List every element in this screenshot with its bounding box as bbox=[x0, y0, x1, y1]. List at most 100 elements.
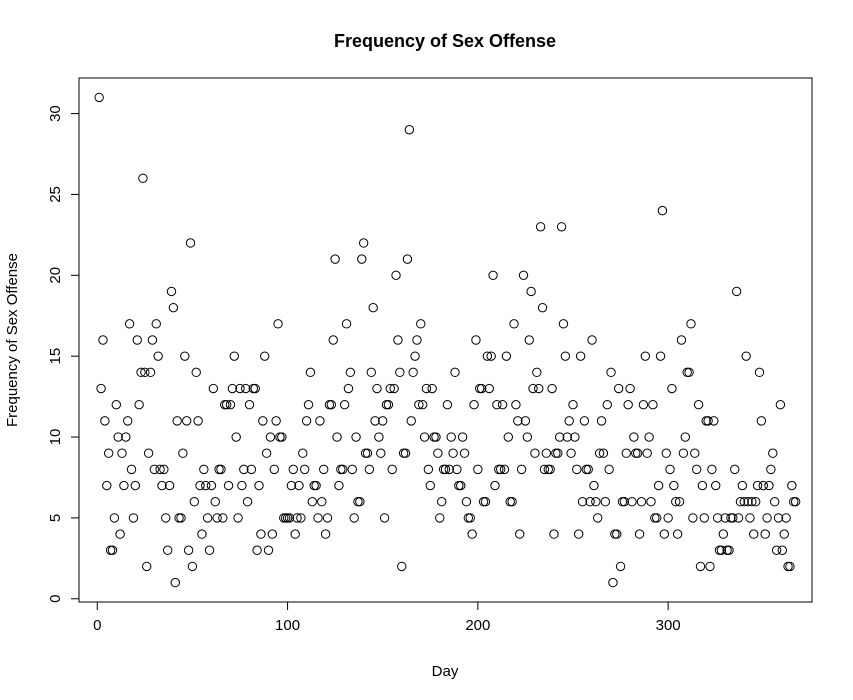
data-point bbox=[541, 448, 552, 458]
data-point bbox=[275, 432, 285, 442]
data-point bbox=[758, 480, 768, 491]
data-point bbox=[277, 432, 287, 442]
data-point bbox=[214, 464, 224, 475]
data-point bbox=[787, 480, 797, 491]
data-point bbox=[545, 464, 555, 475]
data-point bbox=[296, 513, 306, 523]
data-point bbox=[328, 335, 338, 345]
data-point bbox=[556, 222, 567, 232]
data-point bbox=[174, 513, 184, 523]
data-point bbox=[322, 513, 333, 523]
data-point bbox=[252, 545, 262, 555]
data-point bbox=[412, 335, 422, 345]
data-point bbox=[551, 448, 561, 458]
data-point bbox=[368, 302, 378, 313]
data-point bbox=[429, 432, 439, 442]
data-point bbox=[406, 416, 416, 426]
data-point bbox=[265, 432, 276, 442]
data-point bbox=[560, 351, 571, 361]
data-point bbox=[789, 497, 799, 507]
data-point bbox=[435, 513, 445, 523]
data-point bbox=[387, 464, 397, 475]
data-point bbox=[271, 416, 281, 426]
data-point bbox=[313, 513, 323, 523]
data-point bbox=[155, 464, 165, 475]
data-point bbox=[389, 383, 399, 394]
data-point bbox=[244, 399, 255, 410]
data-point bbox=[128, 513, 139, 523]
data-point bbox=[663, 513, 673, 523]
y-axis: 0 5 10 15 20 25 30 bbox=[47, 105, 80, 603]
data-point bbox=[111, 399, 121, 410]
data-point bbox=[431, 432, 441, 442]
data-point bbox=[777, 545, 788, 555]
data-point bbox=[488, 270, 498, 281]
data-point bbox=[638, 399, 649, 410]
data-point bbox=[615, 561, 626, 572]
data-point bbox=[267, 529, 278, 539]
data-point bbox=[408, 367, 418, 378]
data-point bbox=[208, 383, 219, 394]
data-point bbox=[749, 529, 759, 539]
data-point bbox=[332, 432, 342, 442]
data-point bbox=[446, 432, 456, 442]
data-point bbox=[187, 561, 198, 572]
data-point bbox=[770, 497, 780, 507]
data-point bbox=[503, 432, 513, 442]
data-point bbox=[731, 286, 742, 297]
data-point bbox=[400, 448, 411, 458]
data-point bbox=[161, 513, 171, 523]
data-point bbox=[414, 399, 424, 410]
data-point bbox=[199, 464, 209, 475]
data-point bbox=[743, 497, 753, 507]
data-point bbox=[728, 513, 738, 523]
data-point bbox=[204, 545, 215, 555]
data-point bbox=[419, 432, 430, 442]
data-point bbox=[341, 319, 352, 329]
data-point bbox=[402, 254, 413, 264]
data-point bbox=[303, 399, 314, 410]
data-point bbox=[558, 319, 569, 329]
data-point bbox=[625, 383, 635, 394]
data-point bbox=[461, 497, 472, 507]
data-point bbox=[132, 335, 142, 345]
y-tick-label: 5 bbox=[47, 514, 64, 522]
data-point bbox=[123, 416, 133, 426]
data-point bbox=[646, 497, 656, 507]
data-point bbox=[671, 497, 681, 507]
data-point bbox=[724, 545, 734, 555]
data-point bbox=[366, 367, 376, 378]
data-point bbox=[775, 399, 786, 410]
data-point bbox=[102, 480, 112, 491]
data-point bbox=[457, 432, 468, 442]
data-point bbox=[286, 480, 297, 491]
data-point bbox=[516, 464, 527, 475]
data-point bbox=[513, 416, 523, 426]
data-point bbox=[456, 480, 466, 491]
data-point bbox=[600, 497, 611, 507]
data-point bbox=[261, 448, 272, 458]
data-point bbox=[553, 448, 563, 458]
plot-frame bbox=[78, 77, 813, 603]
data-point bbox=[604, 464, 614, 475]
data-point bbox=[741, 351, 751, 361]
data-point bbox=[518, 270, 529, 281]
data-point bbox=[547, 383, 557, 394]
data-point bbox=[707, 464, 717, 475]
data-point bbox=[121, 432, 131, 442]
data-point bbox=[678, 448, 689, 458]
data-point bbox=[417, 399, 428, 410]
data-point bbox=[138, 173, 148, 183]
data-point bbox=[423, 464, 434, 475]
data-point bbox=[379, 513, 390, 523]
data-point bbox=[465, 513, 475, 523]
data-point bbox=[229, 351, 239, 361]
data-point bbox=[164, 480, 175, 491]
data-point bbox=[505, 497, 515, 507]
data-point bbox=[764, 480, 774, 491]
data-point bbox=[773, 513, 784, 523]
data-point bbox=[119, 480, 129, 491]
data-point bbox=[528, 383, 538, 394]
y-axis-label: Frequency of Sex Offense bbox=[4, 253, 21, 427]
data-point bbox=[534, 383, 544, 394]
